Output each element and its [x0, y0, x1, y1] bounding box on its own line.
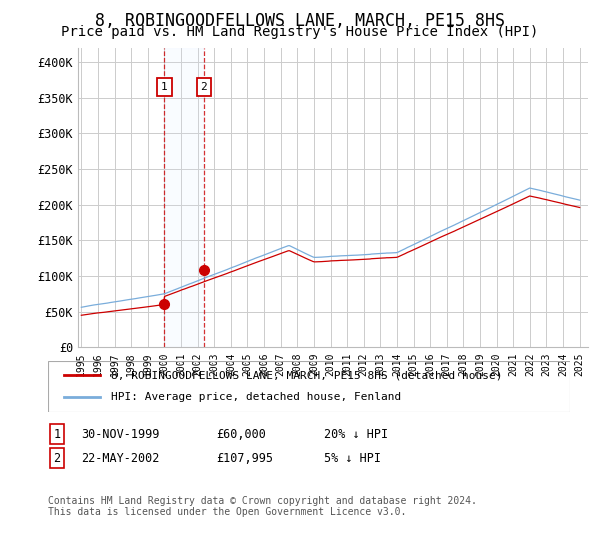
Text: 1: 1 [53, 427, 61, 441]
Text: Contains HM Land Registry data © Crown copyright and database right 2024.
This d: Contains HM Land Registry data © Crown c… [48, 496, 477, 517]
Bar [164, 48, 204, 347]
Text: 30-NOV-1999: 30-NOV-1999 [81, 427, 160, 441]
Text: £107,995: £107,995 [216, 451, 273, 465]
Text: 5% ↓ HPI: 5% ↓ HPI [324, 451, 381, 465]
Text: £60,000: £60,000 [216, 427, 266, 441]
Text: 8, ROBINGOODFELLOWS LANE, MARCH, PE15 8HS: 8, ROBINGOODFELLOWS LANE, MARCH, PE15 8H… [95, 12, 505, 30]
Text: 2: 2 [53, 451, 61, 465]
Text: 8, ROBINGOODFELLOWS LANE, MARCH, PE15 8HS (detached house): 8, ROBINGOODFELLOWS LANE, MARCH, PE15 8H… [110, 370, 502, 380]
Text: 20% ↓ HPI: 20% ↓ HPI [324, 427, 388, 441]
Text: 1: 1 [161, 82, 168, 92]
Text: 2: 2 [200, 82, 207, 92]
Text: Price paid vs. HM Land Registry's House Price Index (HPI): Price paid vs. HM Land Registry's House … [61, 25, 539, 39]
Text: HPI: Average price, detached house, Fenland: HPI: Average price, detached house, Fenl… [110, 393, 401, 403]
Text: 22-MAY-2002: 22-MAY-2002 [81, 451, 160, 465]
